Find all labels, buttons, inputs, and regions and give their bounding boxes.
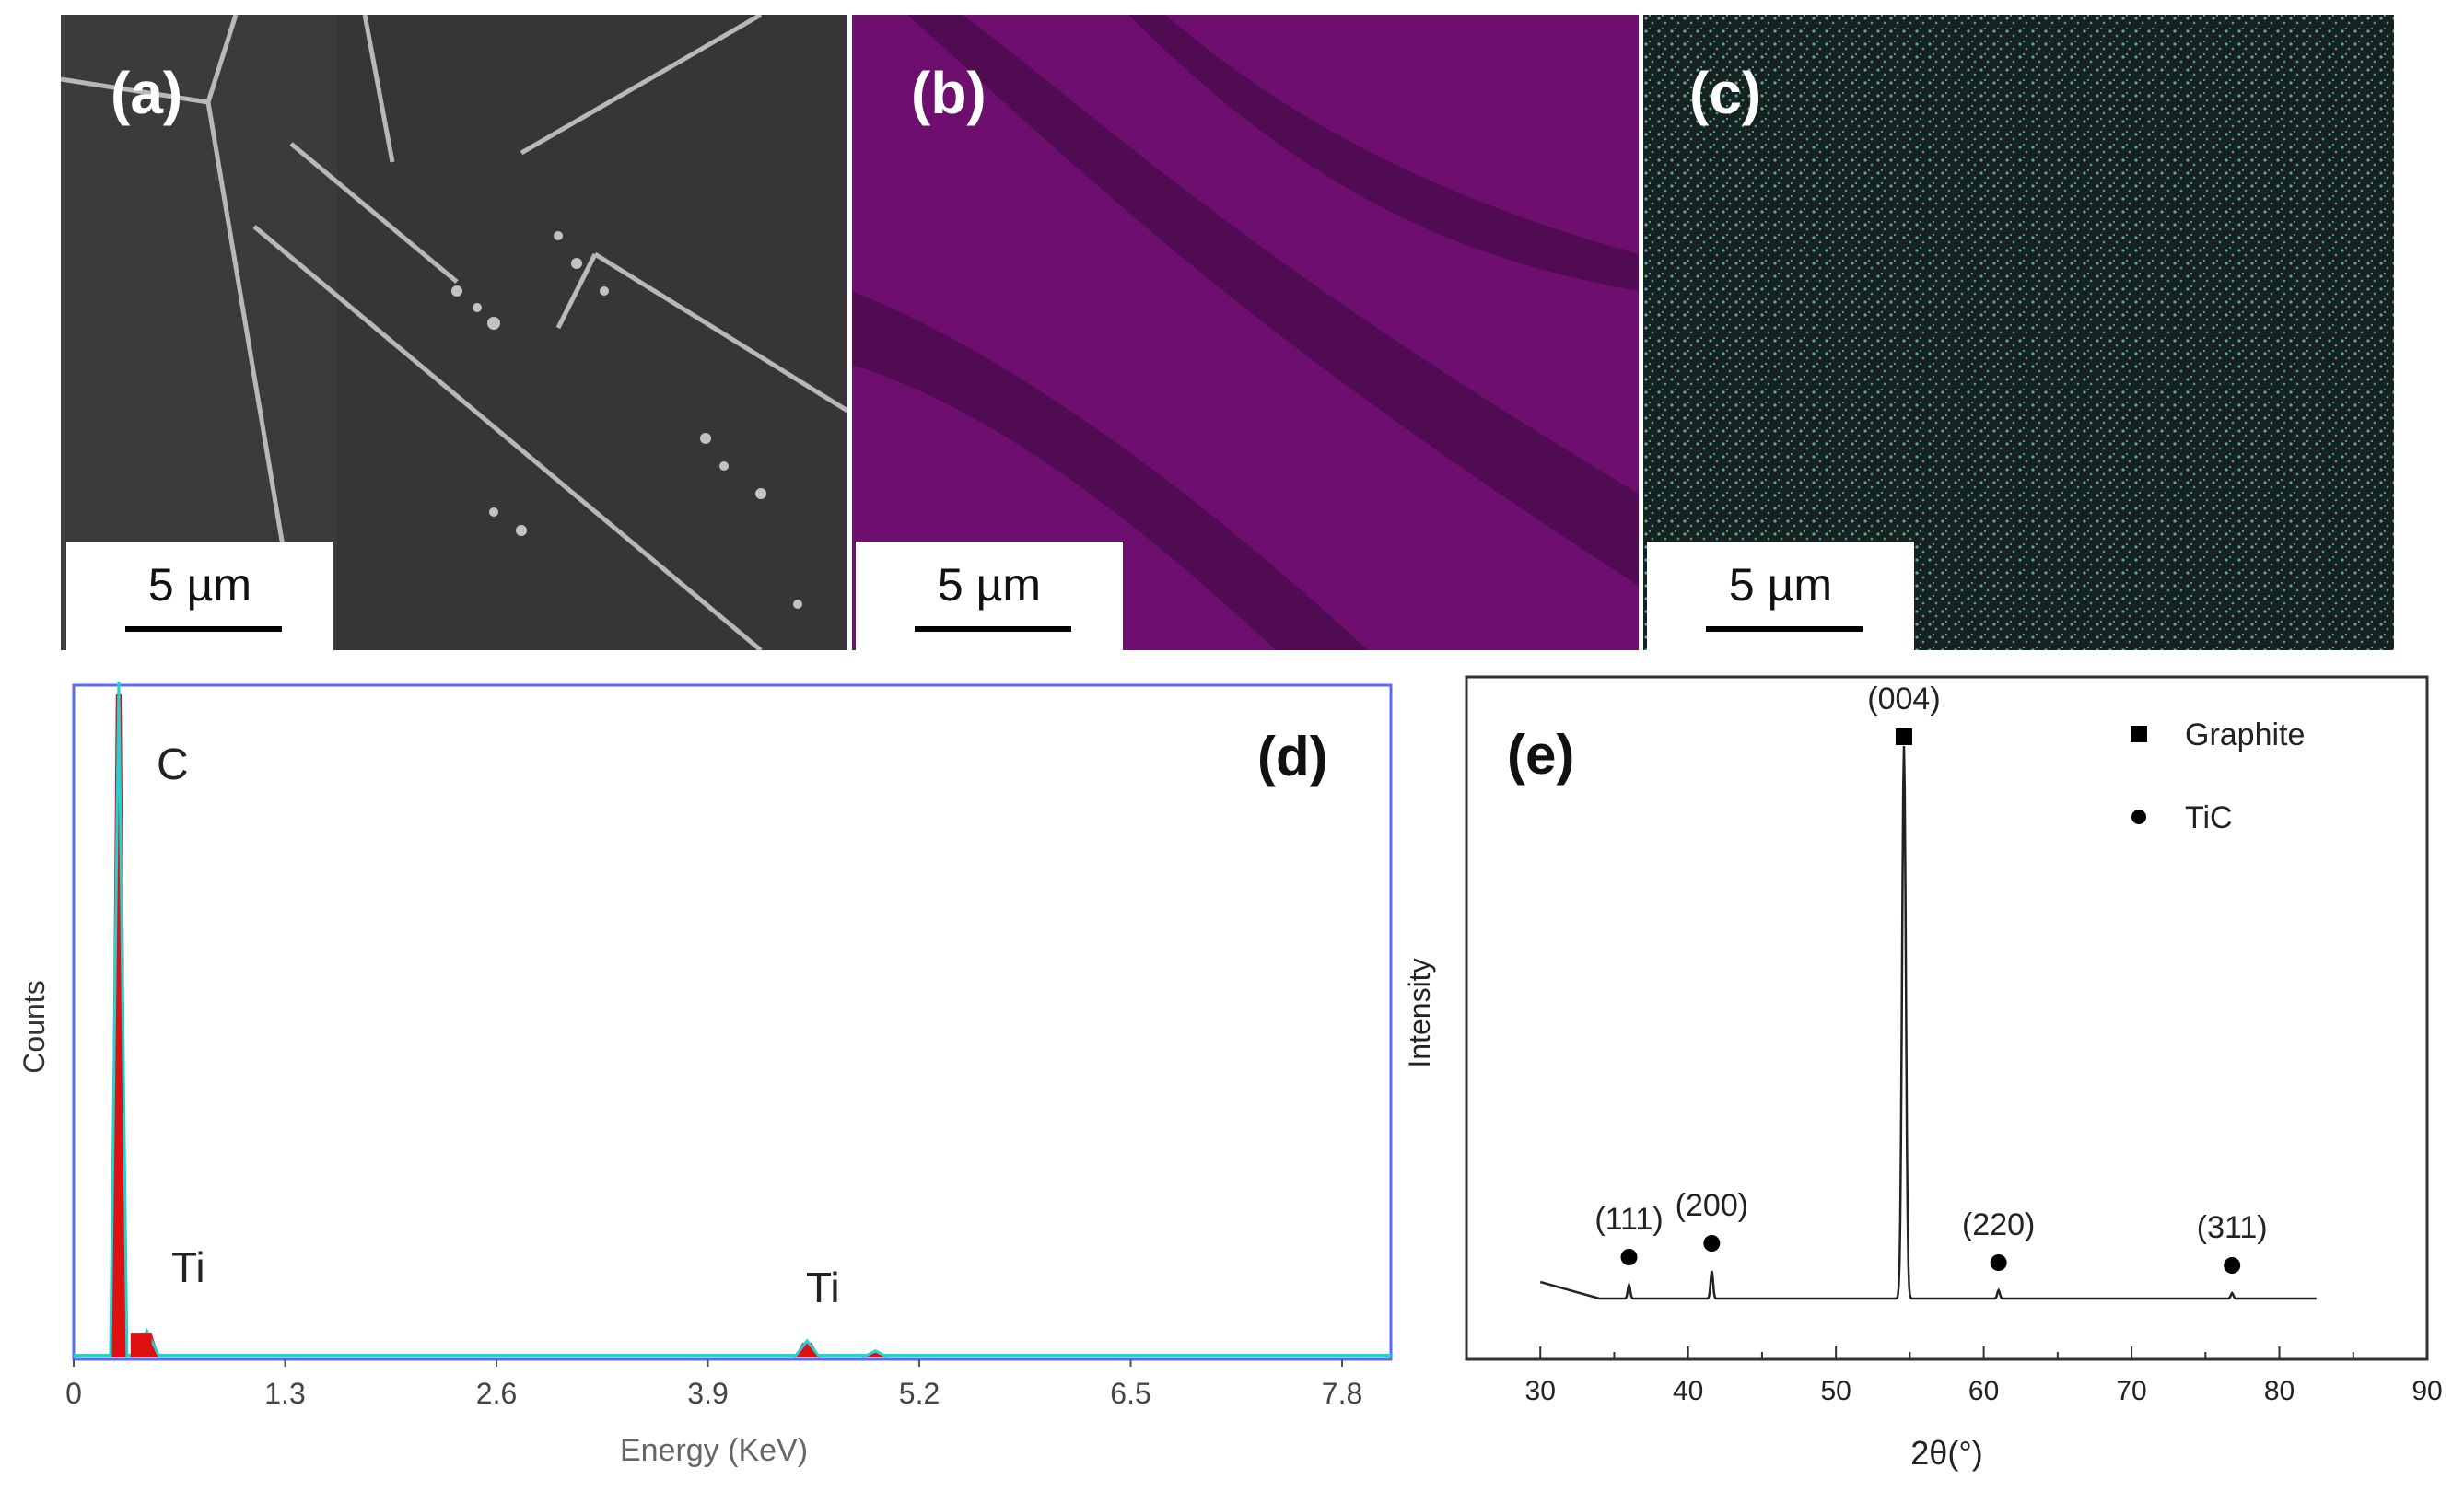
x-tick-label-e: 60	[1968, 1376, 1999, 1406]
peak-annotation-2: Ti	[806, 1264, 840, 1311]
hkl-label-4: (311)	[2197, 1210, 2268, 1245]
tic-marker-0	[1620, 1249, 1638, 1265]
graphite-marker-2	[1895, 728, 1912, 745]
tic-marker-4	[2224, 1257, 2241, 1274]
plot-frame-e	[1465, 675, 2429, 1361]
tic-marker-1	[1703, 1235, 1721, 1252]
x-tick-label-d: 7.8	[1322, 1377, 1362, 1410]
x-tick-label-d: 6.5	[1110, 1377, 1150, 1410]
x-tick-label-e: 40	[1673, 1376, 1703, 1406]
x-tick-label-e: 90	[2411, 1376, 2442, 1406]
peak-trace-3	[861, 1349, 890, 1359]
eds-map-c-panel: (c) 5 µm	[1643, 15, 2394, 650]
scale-bar-b	[915, 626, 1071, 632]
x-tick-label-d: 3.9	[687, 1377, 728, 1410]
plot-frame	[72, 683, 1393, 1361]
carbon-shoulder	[130, 1333, 152, 1357]
panel-label-d: (d)	[1257, 726, 1328, 787]
peak-fill-ti-1	[134, 1333, 160, 1357]
x-axis-label-e: 2θ(°)	[1910, 1434, 1982, 1472]
y-axis-label-d: Counts	[18, 980, 51, 1073]
scale-label-a: 5 µm	[147, 559, 252, 611]
peak-trace-2	[793, 1338, 822, 1358]
x-tick-label-e: 70	[2116, 1376, 2146, 1406]
legend-circle-icon	[2131, 810, 2146, 824]
peak-fill-ti-3	[862, 1352, 889, 1357]
panel-label-b: (b)	[911, 60, 987, 126]
scale-box-b: 5 µm	[856, 542, 1123, 650]
peak-fill-c-0	[110, 694, 127, 1357]
x-tick-label-e: 80	[2264, 1376, 2295, 1406]
scale-box-c: 5 µm	[1647, 542, 1914, 650]
hkl-label-2: (004)	[1867, 682, 1940, 717]
y-axis-label-e: Intensity	[1403, 958, 1436, 1067]
x-tick-label-e: 50	[1820, 1376, 1851, 1406]
scale-bar-c	[1706, 626, 1863, 632]
x-tick-label-d: 1.3	[264, 1377, 305, 1410]
x-tick-label-d: 2.6	[476, 1377, 517, 1410]
panel-label-c: (c)	[1689, 60, 1762, 126]
x-tick-label-d: 5.2	[899, 1377, 940, 1410]
hkl-label-0: (111)	[1594, 1202, 1663, 1237]
legend-label-0: Graphite	[2185, 717, 2305, 752]
scale-label-b: 5 µm	[937, 559, 1042, 611]
scale-box-a: 5 µm	[66, 542, 333, 650]
x-tick-label-e: 30	[1525, 1376, 1556, 1406]
eds-map-ti-panel: (b) 5 µm	[852, 15, 1639, 650]
peak-fill-ti-2	[794, 1342, 821, 1357]
peak-annotation-0: C	[157, 740, 189, 789]
legend-label-1: TiC	[2185, 800, 2233, 835]
tic-marker-3	[1990, 1254, 2007, 1271]
xrd-pattern-line	[1539, 745, 2317, 1300]
scale-bar-a	[125, 626, 282, 632]
x-axis-label-d: Energy (KeV)	[620, 1433, 808, 1468]
eds-map-ti	[852, 15, 1639, 650]
peak-annotation-1: Ti	[171, 1243, 205, 1291]
peak-trace-0	[109, 681, 129, 1358]
panel-label-a: (a)	[111, 60, 183, 126]
sem-image-panel: (a) 5 µm	[61, 15, 847, 650]
x-tick-label-d: 0	[65, 1377, 82, 1410]
hkl-label-3: (220)	[1962, 1207, 2035, 1242]
legend-square-icon	[2131, 726, 2147, 742]
panel-label-e: (e)	[1507, 724, 1574, 786]
scale-label-c: 5 µm	[1728, 559, 1833, 611]
peak-trace-1	[133, 1327, 161, 1358]
hkl-label-1: (200)	[1676, 1188, 1748, 1223]
